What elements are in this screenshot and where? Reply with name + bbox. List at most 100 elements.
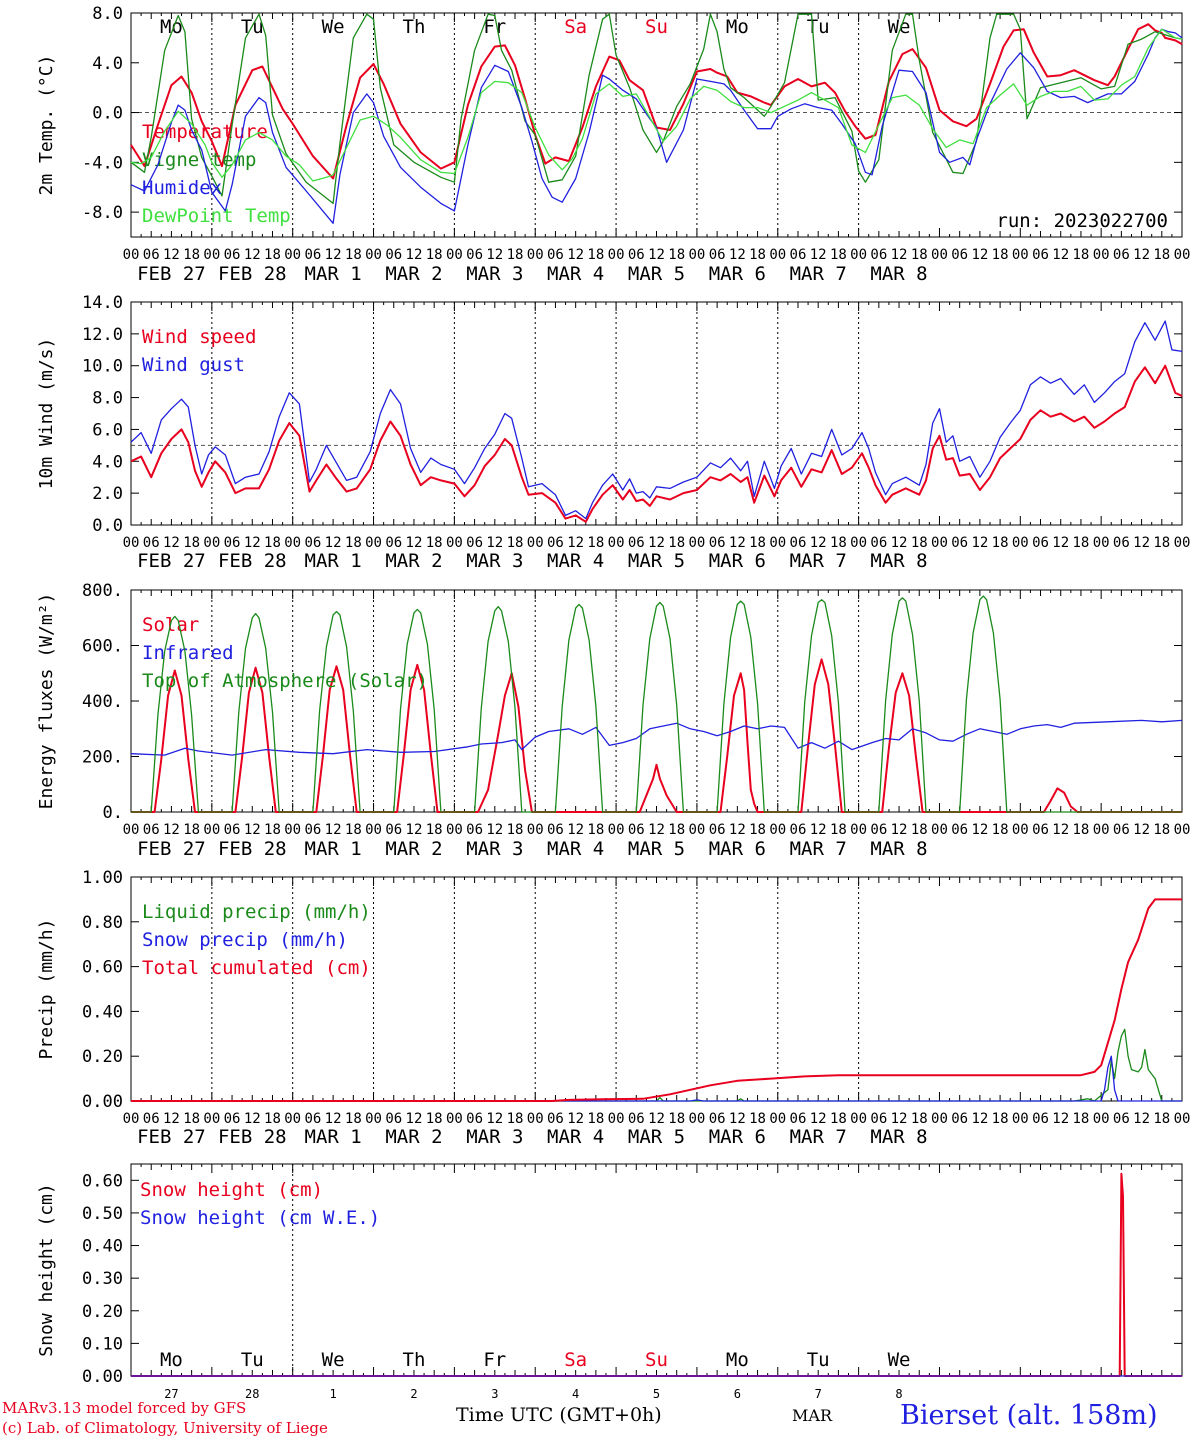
hour-tick-label: 00 <box>688 535 705 551</box>
legend-entry: Vigne temp <box>142 149 256 171</box>
hour-tick-label: 18 <box>426 1111 443 1127</box>
hour-tick-label: 06 <box>385 1111 402 1127</box>
hour-tick-label: 18 <box>1073 822 1090 838</box>
date-label: FEB 27 <box>137 1126 206 1148</box>
hour-tick-label: 06 <box>790 247 807 263</box>
hour-tick-label: 06 <box>951 1111 968 1127</box>
hour-tick-label: 18 <box>507 247 524 263</box>
weekday-label: Su <box>645 1349 668 1371</box>
y-tick-label: 0.10 <box>82 1334 123 1354</box>
panel-1: 8.04.00.0-4.0-8.02m Temp. (°C)00 06 12 18 00… <box>36 4 1190 285</box>
hour-tick-label: 06 <box>628 535 645 551</box>
day-number-label: 7 <box>815 1387 822 1401</box>
y-axis-label: 2m Temp. (°C) <box>36 55 57 196</box>
hour-tick-label: 00 <box>769 1111 786 1127</box>
hour-tick-label: 00 <box>1012 535 1029 551</box>
hour-tick-label: 12 <box>244 1111 261 1127</box>
date-label: MAR 2 <box>385 263 442 285</box>
hour-tick-label: 18 <box>830 822 847 838</box>
hour-tick-label: 12 <box>891 535 908 551</box>
series-line-humidex <box>130 28 1183 224</box>
hour-tick-label: 06 <box>951 535 968 551</box>
hour-tick-label: 18 <box>992 535 1009 551</box>
hour-tick-label: 12 <box>729 822 746 838</box>
hour-tick-label: 12 <box>567 535 584 551</box>
hour-tick-label: 00 <box>608 1111 625 1127</box>
hour-tick-label: 18 <box>345 822 362 838</box>
date-label: MAR 6 <box>709 838 766 860</box>
hour-tick-label: 12 <box>567 1111 584 1127</box>
y-tick-label: 14.0 <box>82 293 123 313</box>
hour-tick-label: 18 <box>1153 535 1170 551</box>
hour-tick-label: 18 <box>183 247 200 263</box>
hour-tick-label: 00 <box>123 1111 140 1127</box>
legend-entry: Infrared <box>142 642 234 664</box>
hour-tick-label: 18 <box>749 535 766 551</box>
series-line-infrared <box>130 719 1183 756</box>
hour-tick-label: 18 <box>911 247 928 263</box>
hour-tick-label: 06 <box>870 1111 887 1127</box>
station-label: Bierset (alt. 158m) <box>900 1400 1158 1431</box>
y-axis-label: Snow height (cm) <box>36 1183 57 1356</box>
hour-tick-label: 00 <box>769 247 786 263</box>
hour-tick-label: 12 <box>810 1111 827 1127</box>
series-line-top-of-atmosphere-solar- <box>131 595 1182 813</box>
plot-frame <box>130 589 1183 813</box>
date-label: MAR 7 <box>790 550 847 572</box>
legend-entry: Snow height (cm W.E.) <box>140 1207 380 1229</box>
hour-tick-label: 12 <box>891 247 908 263</box>
hour-tick-label: 18 <box>668 822 685 838</box>
date-label: MAR 1 <box>305 550 362 572</box>
hour-tick-label: 12 <box>244 247 261 263</box>
hour-tick-label: 18 <box>749 822 766 838</box>
date-label: MAR 2 <box>385 1126 442 1148</box>
hour-tick-label: 12 <box>406 535 423 551</box>
date-label: MAR 2 <box>385 838 442 860</box>
hour-tick-label: 06 <box>790 1111 807 1127</box>
panel-5: 0.60 0.50 0.40 0.30 0.20 0.10 0.00 Snow height … <box>36 1163 1183 1401</box>
hour-tick-label: 12 <box>406 822 423 838</box>
hour-tick-label: 06 <box>304 822 321 838</box>
weekday-label: Sa <box>564 1349 587 1371</box>
panel-3: 800. 600. 400. 200. 0. Energy fluxes (W/m²) 00… <box>36 581 1190 860</box>
hour-tick-label: 00 <box>608 822 625 838</box>
hour-tick-label: 12 <box>810 535 827 551</box>
hour-tick-label: 18 <box>426 535 443 551</box>
hour-tick-label: 18 <box>1153 247 1170 263</box>
hour-tick-label: 00 <box>1012 1111 1029 1127</box>
hour-tick-label: 00 <box>1093 535 1110 551</box>
hour-tick-label: 00 <box>1093 247 1110 263</box>
hour-tick-label: 18 <box>345 535 362 551</box>
hour-tick-label: 00 <box>850 535 867 551</box>
date-label: MAR 7 <box>790 1126 847 1148</box>
hour-tick-label: 18 <box>830 1111 847 1127</box>
hour-tick-label: 06 <box>1032 822 1049 838</box>
hour-tick-label: 06 <box>951 247 968 263</box>
hour-tick-label: 18 <box>1073 535 1090 551</box>
hour-tick-label: 06 <box>790 822 807 838</box>
date-label: FEB 27 <box>137 838 206 860</box>
hour-tick-label: 06 <box>143 822 160 838</box>
hour-tick-label: 06 <box>790 535 807 551</box>
y-tick-label: 0.60 <box>82 1171 123 1191</box>
hour-tick-label: 00 <box>608 535 625 551</box>
y-tick-label: 0.0 <box>92 104 123 124</box>
y-tick-label: 0.00 <box>82 1367 123 1387</box>
weekday-label: Tu <box>807 1349 830 1371</box>
y-tick-label: -4.0 <box>82 153 123 173</box>
hour-tick-label: 06 <box>1032 247 1049 263</box>
series-line-wind-gust <box>130 320 1183 520</box>
model-credit: MARv3.13 model forced by GFS <box>2 1399 247 1417</box>
hour-tick-label: 06 <box>143 247 160 263</box>
hour-tick-label: 12 <box>486 1111 503 1127</box>
hour-tick-label: 18 <box>345 247 362 263</box>
date-label: MAR 6 <box>709 1126 766 1148</box>
hour-tick-label: 06 <box>628 822 645 838</box>
hour-tick-label: 12 <box>1133 822 1150 838</box>
series-line-total-cumulated-cm- <box>131 898 1182 1102</box>
y-tick-label: 0.20 <box>82 1302 123 1322</box>
hour-tick-label: 12 <box>163 1111 180 1127</box>
weekday-label: Mo <box>160 16 183 38</box>
y-tick-label: 10.0 <box>82 357 123 377</box>
legend-entry: Wind speed <box>142 326 256 348</box>
